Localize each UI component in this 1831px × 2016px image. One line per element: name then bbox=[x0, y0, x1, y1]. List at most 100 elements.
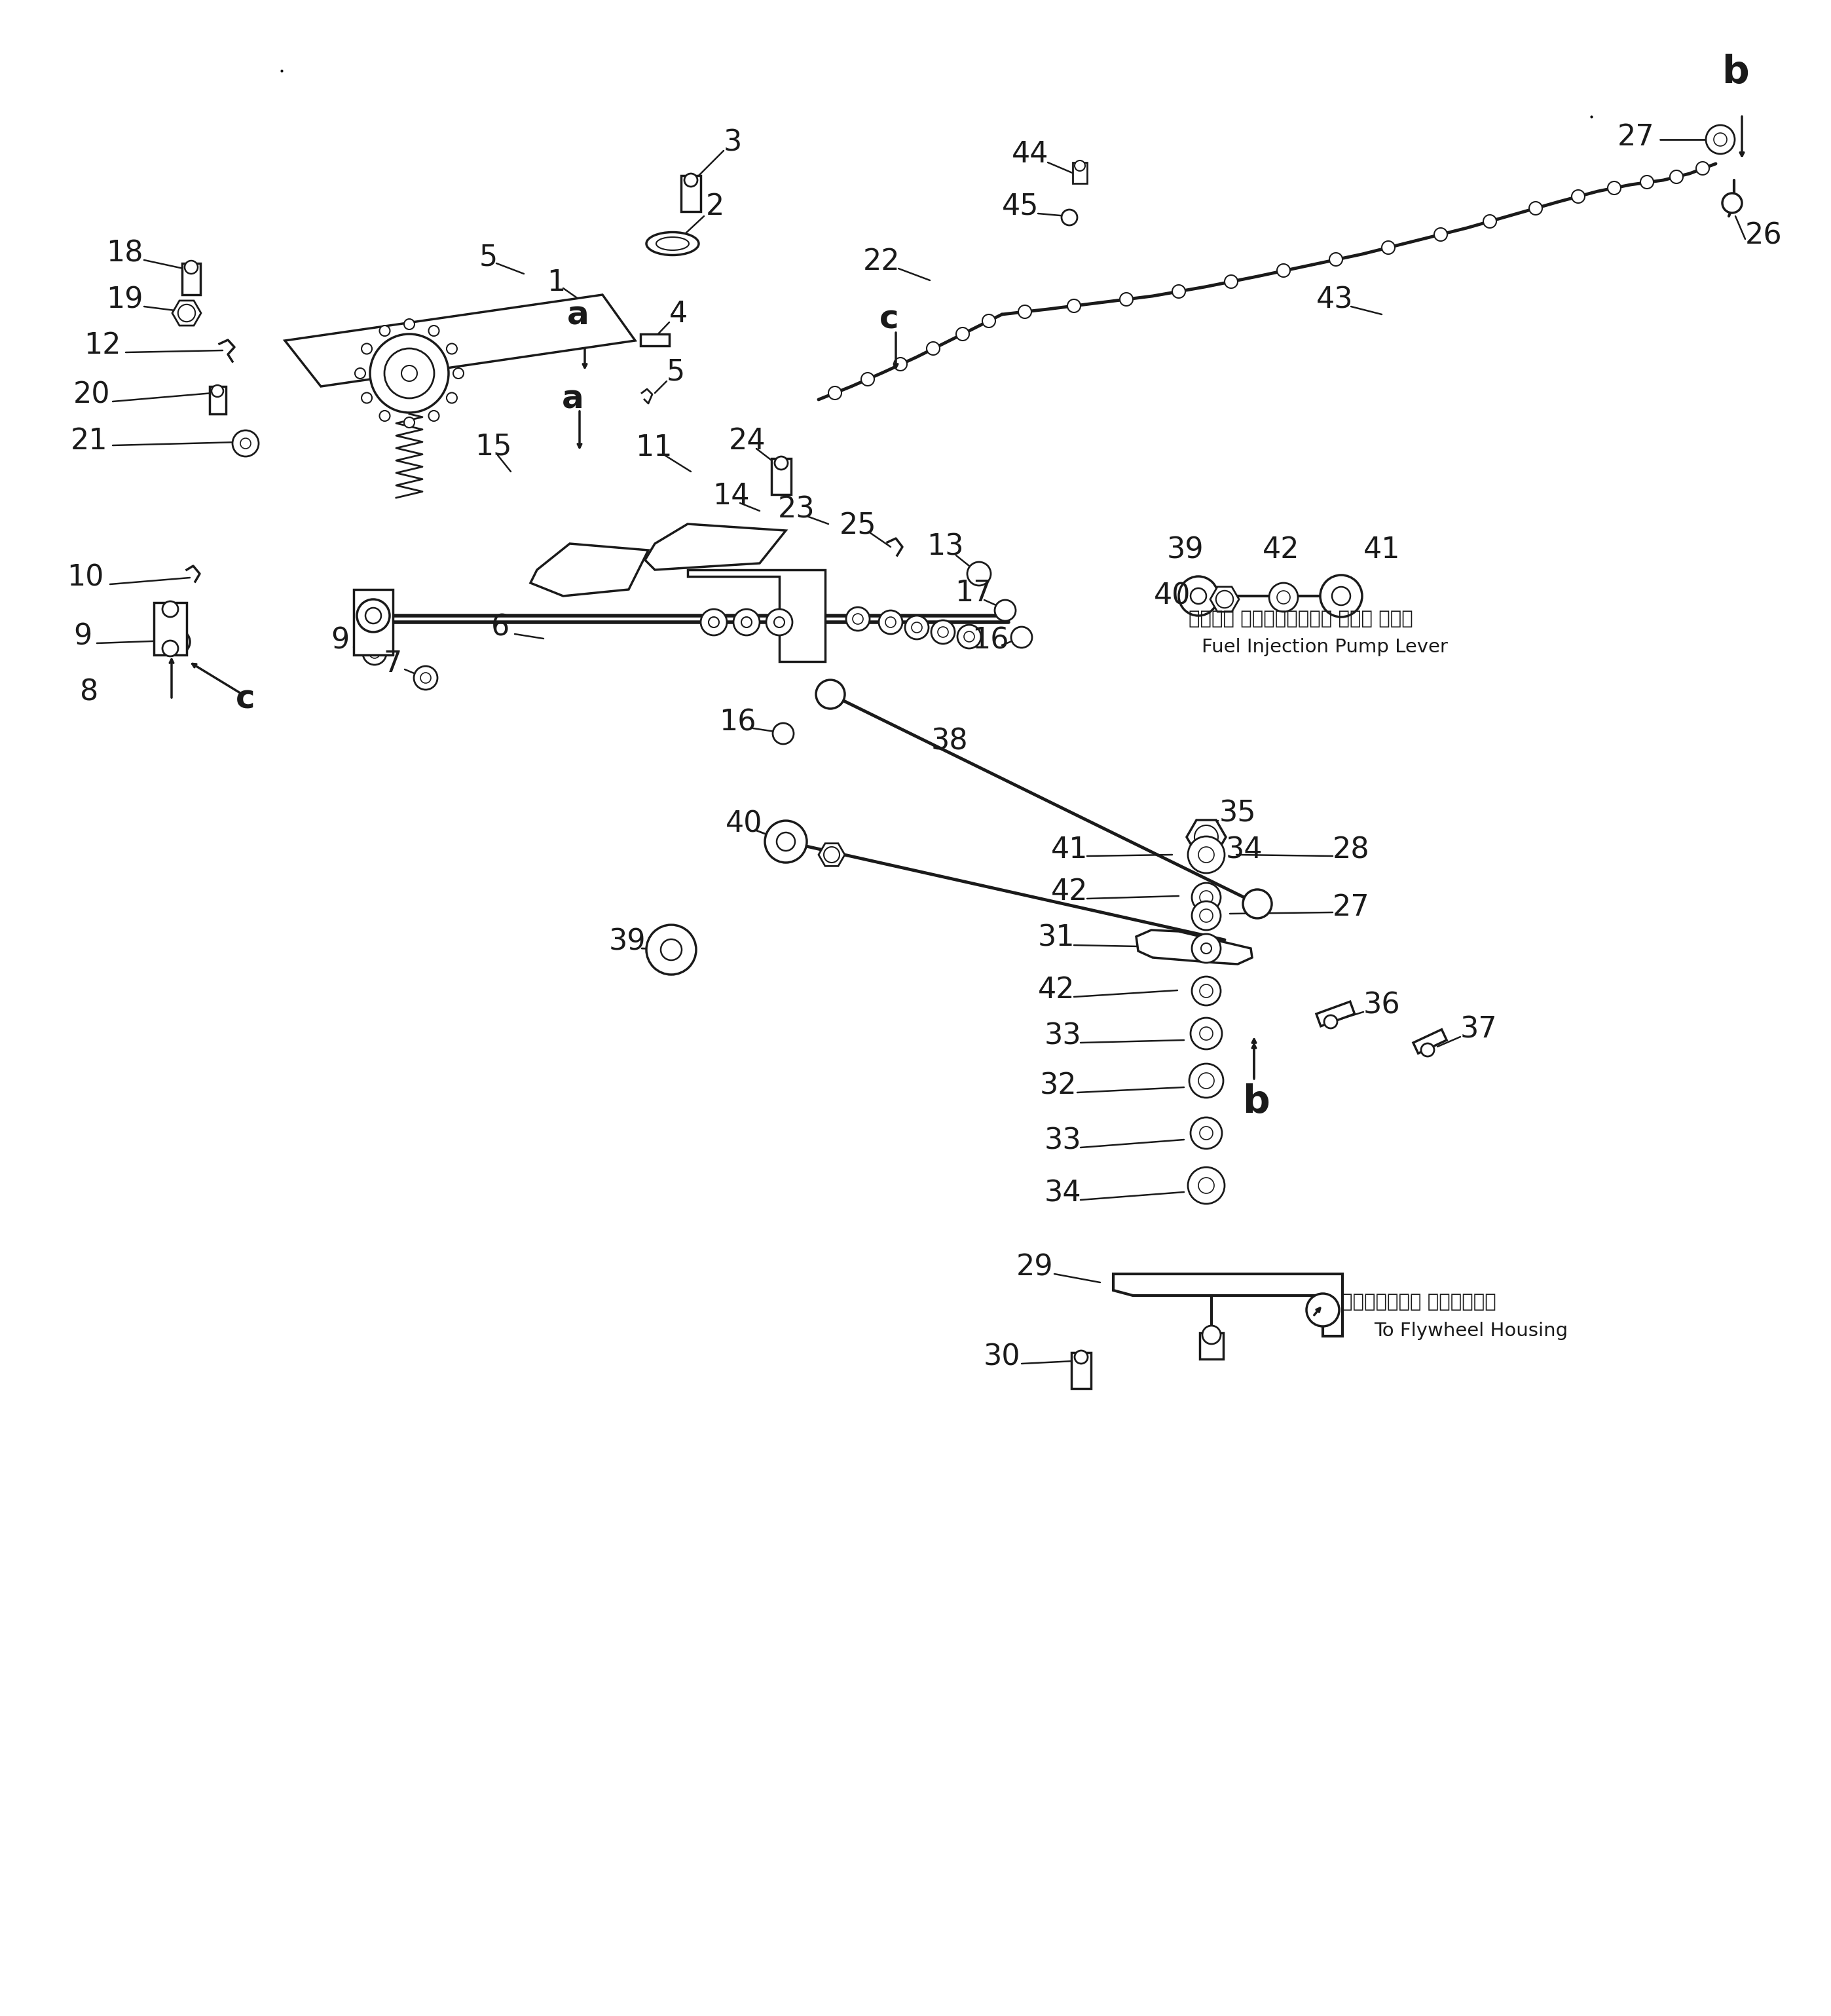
Circle shape bbox=[734, 609, 760, 635]
Circle shape bbox=[1190, 1117, 1221, 1149]
Circle shape bbox=[1696, 161, 1708, 175]
Circle shape bbox=[405, 319, 414, 329]
Text: 45: 45 bbox=[1002, 192, 1038, 220]
Circle shape bbox=[1276, 591, 1291, 605]
Text: 10: 10 bbox=[66, 564, 104, 593]
Text: 6: 6 bbox=[491, 613, 509, 641]
Polygon shape bbox=[688, 571, 826, 661]
Bar bbox=[154, 603, 187, 655]
Text: 24: 24 bbox=[729, 427, 765, 456]
Circle shape bbox=[646, 925, 696, 974]
Circle shape bbox=[775, 456, 787, 470]
Circle shape bbox=[428, 411, 439, 421]
Ellipse shape bbox=[646, 232, 699, 256]
Circle shape bbox=[363, 641, 386, 665]
Text: 41: 41 bbox=[1364, 536, 1401, 564]
Bar bbox=[1414, 1030, 1446, 1054]
Text: 30: 30 bbox=[983, 1343, 1020, 1371]
Polygon shape bbox=[172, 300, 201, 325]
Bar bbox=[181, 264, 200, 294]
Text: 43: 43 bbox=[1316, 286, 1353, 314]
Polygon shape bbox=[1113, 1274, 1342, 1337]
Text: 41: 41 bbox=[1051, 837, 1088, 865]
Circle shape bbox=[853, 613, 862, 625]
Circle shape bbox=[1199, 984, 1212, 998]
Text: 25: 25 bbox=[840, 512, 877, 540]
Text: 19: 19 bbox=[106, 286, 143, 314]
Text: 37: 37 bbox=[1461, 1016, 1498, 1044]
Polygon shape bbox=[286, 294, 635, 387]
Text: a: a bbox=[568, 300, 590, 331]
Circle shape bbox=[370, 335, 449, 413]
Circle shape bbox=[846, 607, 870, 631]
Text: c: c bbox=[236, 683, 255, 716]
Circle shape bbox=[1243, 889, 1273, 917]
Ellipse shape bbox=[655, 238, 688, 250]
Circle shape bbox=[775, 617, 784, 627]
Circle shape bbox=[428, 325, 439, 337]
Text: 1: 1 bbox=[547, 268, 566, 296]
Circle shape bbox=[742, 617, 753, 627]
Circle shape bbox=[185, 260, 198, 274]
Circle shape bbox=[370, 647, 379, 659]
Circle shape bbox=[1382, 242, 1395, 254]
Circle shape bbox=[1192, 901, 1221, 929]
Text: 40: 40 bbox=[1154, 583, 1190, 611]
Text: 44: 44 bbox=[1013, 139, 1049, 167]
Text: 13: 13 bbox=[926, 532, 963, 560]
Text: 7: 7 bbox=[383, 649, 401, 677]
Text: 34: 34 bbox=[1227, 837, 1263, 865]
Circle shape bbox=[240, 437, 251, 450]
Circle shape bbox=[765, 821, 807, 863]
Circle shape bbox=[1188, 1064, 1223, 1099]
Text: 16: 16 bbox=[720, 708, 756, 736]
Text: 42: 42 bbox=[1263, 536, 1300, 564]
Circle shape bbox=[357, 599, 390, 633]
Circle shape bbox=[1192, 933, 1221, 964]
Circle shape bbox=[879, 611, 903, 633]
Polygon shape bbox=[1186, 821, 1227, 855]
Circle shape bbox=[361, 393, 372, 403]
Circle shape bbox=[956, 327, 969, 341]
Circle shape bbox=[709, 617, 720, 627]
Text: 3: 3 bbox=[723, 129, 742, 157]
Circle shape bbox=[385, 349, 434, 399]
Circle shape bbox=[765, 609, 793, 635]
Circle shape bbox=[1320, 575, 1362, 617]
Text: 17: 17 bbox=[954, 579, 992, 607]
Text: 32: 32 bbox=[1040, 1073, 1077, 1101]
Text: 22: 22 bbox=[862, 248, 901, 276]
Text: Fuel Injection Pump Lever: Fuel Injection Pump Lever bbox=[1201, 637, 1448, 657]
Polygon shape bbox=[818, 843, 844, 867]
Circle shape bbox=[167, 631, 190, 653]
Circle shape bbox=[1062, 210, 1077, 226]
Circle shape bbox=[361, 343, 372, 355]
Circle shape bbox=[1201, 943, 1212, 954]
Circle shape bbox=[1075, 1351, 1088, 1363]
Bar bbox=[1071, 1353, 1091, 1389]
Circle shape bbox=[1329, 252, 1342, 266]
Text: 18: 18 bbox=[106, 240, 143, 268]
Bar bbox=[209, 387, 225, 413]
Text: 29: 29 bbox=[1016, 1254, 1053, 1282]
Text: 27: 27 bbox=[1333, 893, 1370, 921]
Text: 28: 28 bbox=[1333, 837, 1370, 865]
Circle shape bbox=[233, 429, 258, 456]
Circle shape bbox=[1190, 1018, 1221, 1048]
Circle shape bbox=[1571, 190, 1586, 204]
Bar bbox=[681, 175, 701, 212]
Circle shape bbox=[963, 631, 974, 641]
Circle shape bbox=[1199, 1177, 1214, 1193]
Circle shape bbox=[1225, 274, 1238, 288]
Bar bbox=[771, 458, 791, 494]
Polygon shape bbox=[645, 524, 785, 571]
Circle shape bbox=[1641, 175, 1653, 190]
Text: 2: 2 bbox=[707, 194, 725, 222]
Circle shape bbox=[447, 393, 458, 403]
Circle shape bbox=[958, 625, 981, 649]
Text: 8: 8 bbox=[81, 677, 99, 706]
Polygon shape bbox=[1137, 929, 1252, 964]
Circle shape bbox=[1199, 1073, 1214, 1089]
Circle shape bbox=[1199, 1026, 1212, 1040]
Circle shape bbox=[1199, 1127, 1212, 1139]
